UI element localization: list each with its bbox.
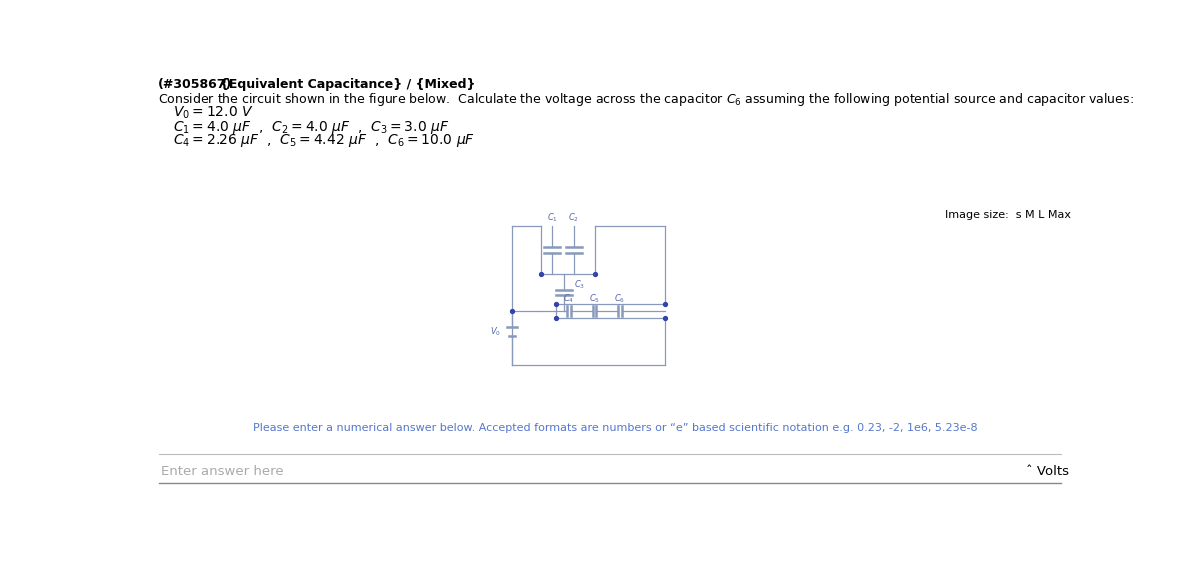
Text: ˆ Volts: ˆ Volts xyxy=(1026,465,1069,478)
Text: $C_4$: $C_4$ xyxy=(563,292,575,305)
Text: Image size:  s M L Max: Image size: s M L Max xyxy=(944,210,1070,220)
Text: $C_3$: $C_3$ xyxy=(574,279,586,291)
Text: $V_0$: $V_0$ xyxy=(490,325,502,338)
Text: Consider the circuit shown in the figure below.  Calculate the voltage across th: Consider the circuit shown in the figure… xyxy=(157,91,1134,108)
Text: $C_4 = 2.26\ \mu F$  ,  $C_5 = 4.42\ \mu F$  ,  $C_6 = 10.0\ \mu F$: $C_4 = 2.26\ \mu F$ , $C_5 = 4.42\ \mu F… xyxy=(173,133,475,149)
Text: {Equivalent Capacitance} / {Mixed}: {Equivalent Capacitance} / {Mixed} xyxy=(220,78,475,91)
Text: $C_1$: $C_1$ xyxy=(547,212,558,224)
Text: $C_1 = 4.0\ \mu F$  ,  $C_2 = 4.0\ \mu F$  ,  $C_3 = 3.0\ \mu F$: $C_1 = 4.0\ \mu F$ , $C_2 = 4.0\ \mu F$ … xyxy=(173,118,450,135)
Text: $C_5$: $C_5$ xyxy=(589,292,600,305)
Text: Please enter a numerical answer below. Accepted formats are numbers or “e” based: Please enter a numerical answer below. A… xyxy=(253,424,977,433)
Text: Enter answer here: Enter answer here xyxy=(161,465,283,478)
Text: (#305867): (#305867) xyxy=(157,78,232,91)
Text: $V_0 = 12.0\ V$: $V_0 = 12.0\ V$ xyxy=(173,105,254,121)
Text: $C_6$: $C_6$ xyxy=(614,292,625,305)
Text: $C_2$: $C_2$ xyxy=(569,212,580,224)
